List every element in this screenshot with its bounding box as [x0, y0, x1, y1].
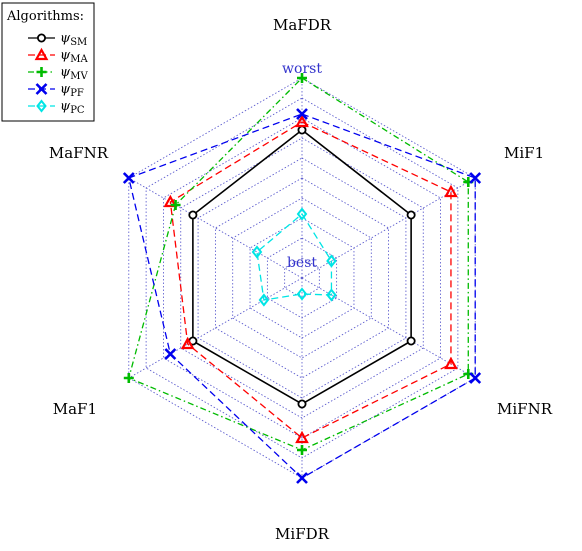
radar-markers — [122, 73, 482, 484]
point-pf-mif1 — [469, 172, 482, 184]
series-line-pc — [256, 213, 333, 301]
point-pc-maf1 — [258, 293, 270, 307]
point-pf-mafnr — [122, 172, 135, 184]
point-sm-mifnr — [406, 336, 416, 346]
point-pc-mifdr — [296, 287, 308, 301]
point-mv-mafnr — [170, 200, 181, 210]
legend-marker-sm — [37, 33, 47, 43]
point-pf-mifdr — [296, 472, 308, 484]
legend-marker-pf — [35, 83, 48, 95]
point-mv-mafdr — [297, 73, 307, 83]
legend-marker-ma — [34, 47, 49, 61]
point-pc-mif1 — [326, 254, 337, 268]
point-sm-mifdr — [297, 399, 307, 409]
point-pc-mafdr — [296, 207, 308, 221]
point-ma-mifdr — [295, 430, 309, 444]
scale-label-worst: worst — [282, 61, 322, 77]
point-mv-mifdr — [297, 445, 307, 455]
point-sm-mif1 — [406, 210, 416, 220]
spoke-5 — [128, 177, 303, 279]
point-pc-mifnr — [326, 288, 337, 302]
legend-marker-pc — [36, 99, 47, 113]
legend-box — [1, 2, 95, 122]
legend-title: Algorithms: — [6, 9, 84, 24]
point-pc-mafnr — [251, 245, 263, 259]
series-line-ma — [169, 121, 452, 439]
point-sm-mafdr — [297, 125, 307, 135]
legend-marker-mv — [36, 67, 47, 77]
point-ma-mafdr — [295, 114, 309, 128]
point-pf-mifnr — [469, 372, 482, 384]
point-sm-mafnr — [188, 210, 198, 220]
axis-label-mafnr: MaFNR — [49, 144, 109, 162]
point-ma-mafnr — [163, 194, 178, 208]
point-ma-maf1 — [180, 336, 195, 350]
axis-label-maf1: MaF1 — [53, 400, 97, 418]
axis-label-mafdr: MaFDR — [273, 16, 332, 34]
scale-label-best: best — [287, 255, 317, 271]
point-pf-maf1 — [164, 348, 177, 360]
point-mv-maf1 — [123, 373, 134, 383]
grid-ring-4 — [232, 197, 372, 359]
axis-label-mif1: MiF1 — [504, 144, 544, 162]
point-pf-mafdr — [296, 108, 308, 120]
axis-label-mifdr: MiFDR — [275, 525, 330, 543]
point-ma-mif1 — [444, 184, 458, 198]
grid-ring-8 — [163, 117, 441, 439]
point-ma-mifnr — [444, 356, 458, 370]
axis-label-mifnr: MiFNR — [497, 400, 553, 418]
